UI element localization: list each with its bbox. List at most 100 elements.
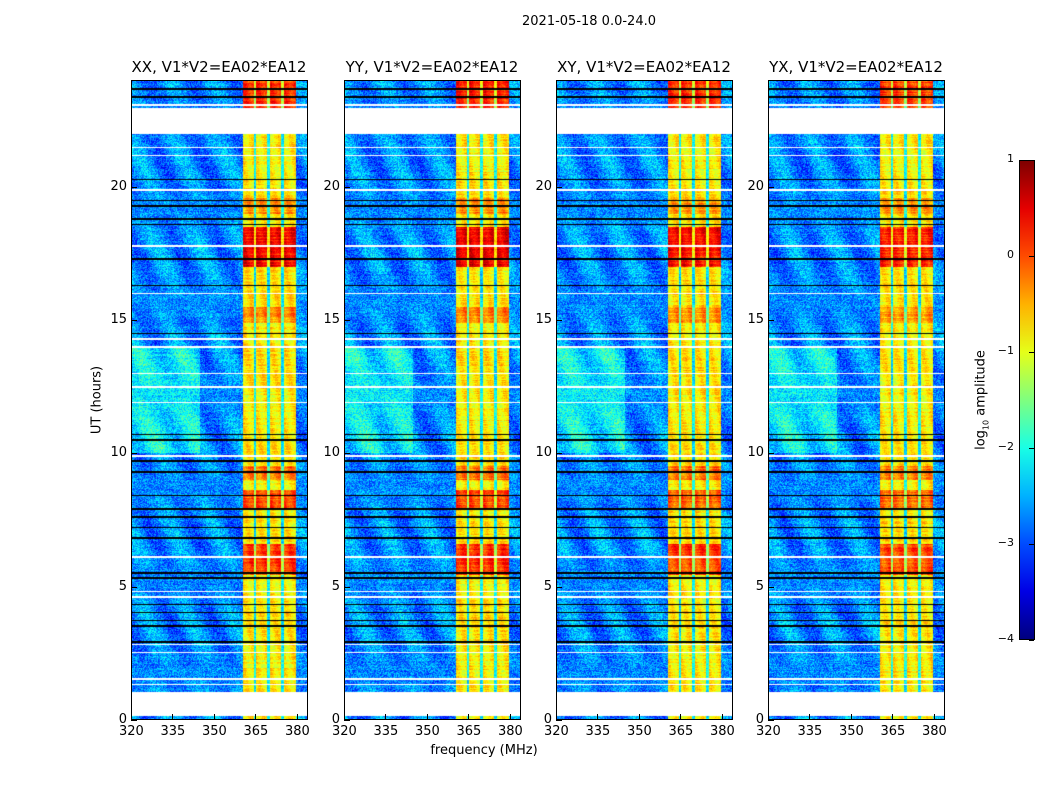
x-tick bbox=[509, 714, 511, 720]
y-tick-label: 20 bbox=[747, 178, 764, 194]
x-tick-label: 320 bbox=[544, 724, 569, 739]
x-tick-label: 350 bbox=[414, 724, 440, 739]
y-tick-label: 5 bbox=[118, 578, 127, 594]
y-tick-label: 20 bbox=[110, 178, 127, 194]
x-tick-label: 380 bbox=[497, 724, 523, 739]
y-tick bbox=[131, 186, 137, 188]
colorbar-label-log: log bbox=[973, 430, 989, 450]
colorbar-label: log10 amplitude bbox=[974, 350, 991, 450]
x-tick bbox=[426, 714, 428, 720]
y-tick-label: 20 bbox=[535, 178, 552, 194]
y-tick bbox=[768, 586, 774, 588]
y-tick bbox=[768, 720, 774, 721]
y-tick bbox=[768, 453, 774, 455]
panel-title: XX, V1*V2=EA02*EA12 bbox=[131, 58, 307, 76]
x-tick bbox=[556, 714, 557, 720]
x-tick-label: 380 bbox=[709, 724, 735, 739]
y-tick bbox=[131, 586, 137, 588]
y-tick bbox=[344, 186, 350, 188]
colorbar-tick bbox=[1029, 640, 1034, 641]
y-tick bbox=[556, 720, 562, 721]
x-tick-label: 320 bbox=[756, 724, 781, 739]
colorbar-tick bbox=[1029, 160, 1034, 161]
x-tick bbox=[296, 714, 298, 720]
y-tick bbox=[131, 720, 137, 721]
x-tick bbox=[721, 714, 723, 720]
y-tick-label: 5 bbox=[543, 578, 552, 594]
colorbar-tick-label: 0 bbox=[1007, 248, 1014, 261]
colorbar-label-suffix: amplitude bbox=[973, 350, 989, 420]
x-tick-label: 380 bbox=[284, 724, 310, 739]
y-tick-label: 0 bbox=[118, 712, 127, 727]
x-tick-label: 335 bbox=[160, 724, 186, 739]
panel-title: YY, V1*V2=EA02*EA12 bbox=[345, 58, 519, 76]
y-tick-label: 15 bbox=[535, 312, 552, 327]
y-tick bbox=[768, 186, 774, 188]
x-tick bbox=[768, 714, 769, 720]
y-tick bbox=[344, 453, 350, 455]
colorbar-tick-label: −4 bbox=[997, 632, 1014, 645]
x-tick-label: 335 bbox=[373, 724, 399, 739]
y-tick-label: 5 bbox=[331, 578, 340, 594]
x-tick-label: 365 bbox=[243, 724, 269, 739]
y-tick bbox=[556, 186, 562, 188]
x-tick-label: 380 bbox=[921, 724, 947, 739]
heatmap-image bbox=[557, 81, 732, 719]
y-tick-label: 0 bbox=[331, 712, 340, 727]
x-tick bbox=[213, 714, 215, 720]
x-tick bbox=[809, 714, 811, 720]
x-tick-label: 320 bbox=[332, 724, 357, 739]
colorbar bbox=[1019, 160, 1035, 640]
panel-title: XY, V1*V2=EA02*EA12 bbox=[557, 58, 731, 76]
colorbar-tick-label: 1 bbox=[1007, 152, 1014, 165]
heatmap-image bbox=[769, 81, 944, 719]
x-tick bbox=[850, 714, 852, 720]
x-tick-label: 335 bbox=[585, 724, 611, 739]
x-tick bbox=[255, 714, 257, 720]
y-axis-label: UT (hours) bbox=[89, 365, 105, 435]
y-tick bbox=[344, 586, 350, 588]
x-tick bbox=[468, 714, 470, 720]
colorbar-tick-label: −3 bbox=[997, 536, 1014, 549]
y-tick-label: 15 bbox=[323, 312, 340, 327]
panel-title: YX, V1*V2=EA02*EA12 bbox=[769, 58, 943, 76]
x-tick-label: 365 bbox=[880, 724, 906, 739]
y-tick-label: 15 bbox=[110, 312, 127, 327]
colorbar-tick-label: −1 bbox=[997, 344, 1014, 357]
y-tick bbox=[556, 453, 562, 455]
x-tick bbox=[892, 714, 894, 720]
x-tick bbox=[680, 714, 682, 720]
x-tick-label: 350 bbox=[201, 724, 227, 739]
y-tick-label: 5 bbox=[755, 578, 764, 594]
x-tick-label: 335 bbox=[797, 724, 823, 739]
y-tick bbox=[768, 320, 774, 321]
y-tick-label: 0 bbox=[755, 712, 764, 727]
figure-title: 2021-05-18 0.0-24.0 bbox=[522, 14, 656, 29]
x-tick bbox=[131, 714, 132, 720]
y-tick-label: 10 bbox=[110, 445, 127, 461]
colorbar-tick bbox=[1029, 544, 1034, 545]
y-tick bbox=[131, 320, 137, 321]
heatmap-panel-0 bbox=[131, 80, 308, 720]
colorbar-tick bbox=[1029, 256, 1034, 257]
x-tick-label: 350 bbox=[838, 724, 864, 739]
y-tick bbox=[344, 720, 350, 721]
heatmap-image bbox=[345, 81, 520, 719]
x-tick bbox=[172, 714, 174, 720]
heatmap-panel-2 bbox=[556, 80, 733, 720]
x-tick bbox=[638, 714, 640, 720]
x-tick bbox=[385, 714, 387, 720]
x-tick-label: 365 bbox=[456, 724, 482, 739]
y-tick-label: 10 bbox=[747, 445, 764, 461]
heatmap-panel-3 bbox=[768, 80, 945, 720]
y-tick bbox=[131, 453, 137, 455]
colorbar-label-sub: 10 bbox=[981, 419, 991, 431]
y-tick-label: 15 bbox=[747, 312, 764, 327]
x-tick bbox=[933, 714, 935, 720]
x-tick-label: 320 bbox=[119, 724, 144, 739]
colorbar-tick bbox=[1029, 352, 1034, 353]
colorbar-tick bbox=[1029, 448, 1034, 449]
y-tick bbox=[344, 320, 350, 321]
heatmap-panel-1 bbox=[344, 80, 521, 720]
y-tick-label: 20 bbox=[323, 178, 340, 194]
